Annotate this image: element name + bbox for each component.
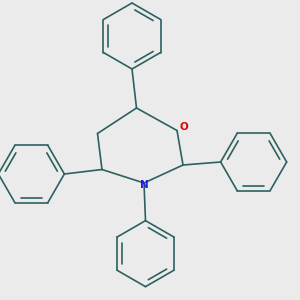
Text: O: O — [179, 122, 188, 133]
Text: N: N — [140, 180, 148, 190]
